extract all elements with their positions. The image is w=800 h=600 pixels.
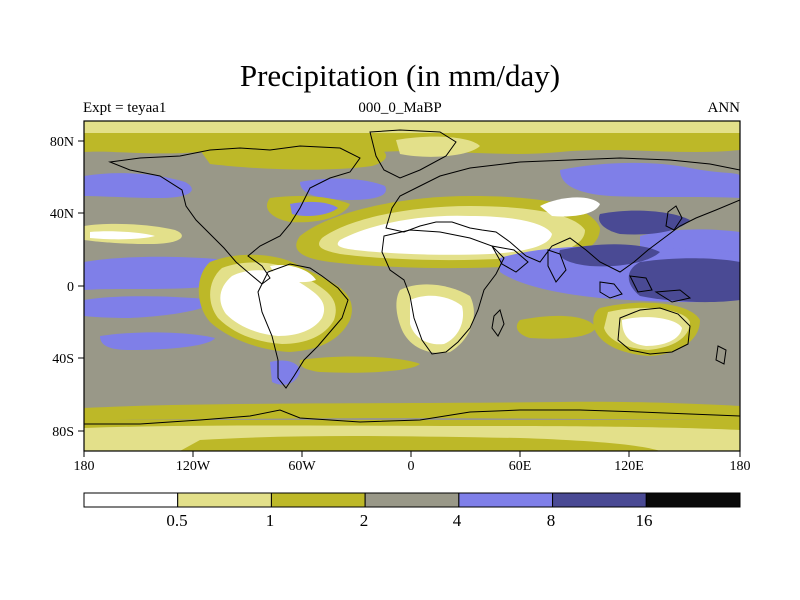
lon-tick-label: 180 — [730, 459, 751, 474]
lat-tick-label: 0 — [67, 280, 74, 295]
experiment-label: Expt = teyaa1 — [83, 100, 167, 116]
colorbar-swatch — [645, 492, 741, 508]
lon-tick-label: 0 — [408, 459, 415, 474]
precipitation-field — [84, 121, 740, 451]
colorbar-label: 2 — [360, 511, 369, 530]
colorbar-label: 4 — [453, 511, 462, 530]
lat-tick-marks — [78, 140, 84, 432]
colorbar-label: 8 — [547, 511, 556, 530]
colorbar-swatch — [177, 492, 272, 508]
colorbar-swatch — [364, 492, 460, 508]
colorbar-swatch — [83, 492, 179, 508]
lon-tick-label: 120W — [176, 459, 211, 474]
colorbar-label: 0.5 — [166, 511, 187, 530]
colorbar-swatch — [458, 492, 554, 508]
colorbar-label: 1 — [266, 511, 275, 530]
coastlines — [84, 129, 740, 425]
lat-tick-label: 80N — [50, 135, 74, 150]
period-label: 000_0_MaBP — [358, 100, 442, 116]
season-label: ANN — [707, 100, 741, 116]
lat-tick-label: 40N — [50, 207, 74, 222]
colorbar-swatch — [552, 492, 647, 508]
lat-tick-label: 80S — [52, 425, 74, 440]
lon-tick-label: 120E — [614, 459, 644, 474]
map-title: Precipitation (in mm/day) — [239, 58, 561, 93]
colorbar-swatch — [270, 492, 366, 508]
lon-tick-marks — [83, 451, 741, 457]
colorbar: 0.5 1 2 4 8 16 — [83, 492, 741, 530]
lon-tick-label: 180 — [74, 459, 95, 474]
colorbar-label: 16 — [636, 511, 653, 530]
lat-tick-label: 40S — [52, 352, 74, 367]
lon-tick-label: 60W — [288, 459, 316, 474]
lon-tick-label: 60E — [509, 459, 532, 474]
